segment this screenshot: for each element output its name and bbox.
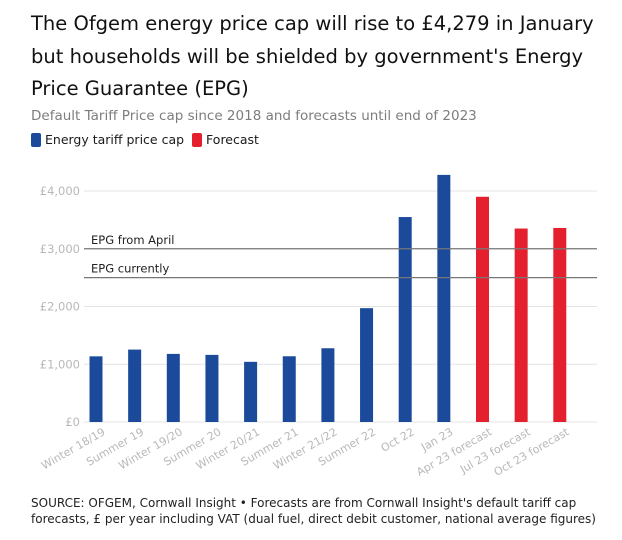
legend-item-price-cap: Energy tariff price cap bbox=[31, 132, 184, 147]
bar bbox=[128, 349, 142, 422]
y-tick-label: £2,000 bbox=[40, 300, 80, 314]
legend: Energy tariff price cap Forecast bbox=[31, 132, 267, 147]
legend-item-forecast: Forecast bbox=[192, 132, 259, 147]
y-tick-label: £1,000 bbox=[40, 357, 80, 371]
legend-label-forecast: Forecast bbox=[206, 132, 259, 147]
reference-line-label: EPG from April bbox=[91, 233, 174, 247]
chart-subtitle: Default Tariff Price cap since 2018 and … bbox=[31, 108, 477, 124]
legend-label-price-cap: Energy tariff price cap bbox=[45, 132, 185, 147]
chart-title: The Ofgem energy price cap will rise to … bbox=[31, 12, 594, 100]
bar bbox=[514, 228, 528, 422]
bar-chart: £0 £1,000 £2,000 £3,000 £4,000 EPG from April… bbox=[39, 174, 597, 479]
bar bbox=[398, 217, 412, 422]
bar bbox=[282, 356, 296, 422]
x-tick-label: Oct 22 bbox=[379, 425, 417, 455]
bar bbox=[476, 196, 489, 422]
bar bbox=[89, 356, 103, 422]
bar bbox=[321, 348, 335, 422]
bar bbox=[166, 353, 180, 422]
bar bbox=[437, 174, 451, 422]
bar bbox=[244, 361, 258, 422]
source-note: SOURCE: OFGEM, Cornwall Insight • Foreca… bbox=[31, 496, 596, 526]
legend-swatch-price-cap bbox=[31, 132, 41, 147]
bar bbox=[553, 227, 567, 422]
bar bbox=[205, 354, 219, 422]
reference-line-label: EPG currently bbox=[91, 262, 169, 276]
legend-swatch-forecast bbox=[192, 132, 203, 147]
y-tick-label: £4,000 bbox=[40, 184, 80, 198]
y-tick-label: £0 bbox=[65, 415, 80, 429]
bar bbox=[360, 308, 374, 422]
y-tick-label: £3,000 bbox=[40, 242, 80, 256]
